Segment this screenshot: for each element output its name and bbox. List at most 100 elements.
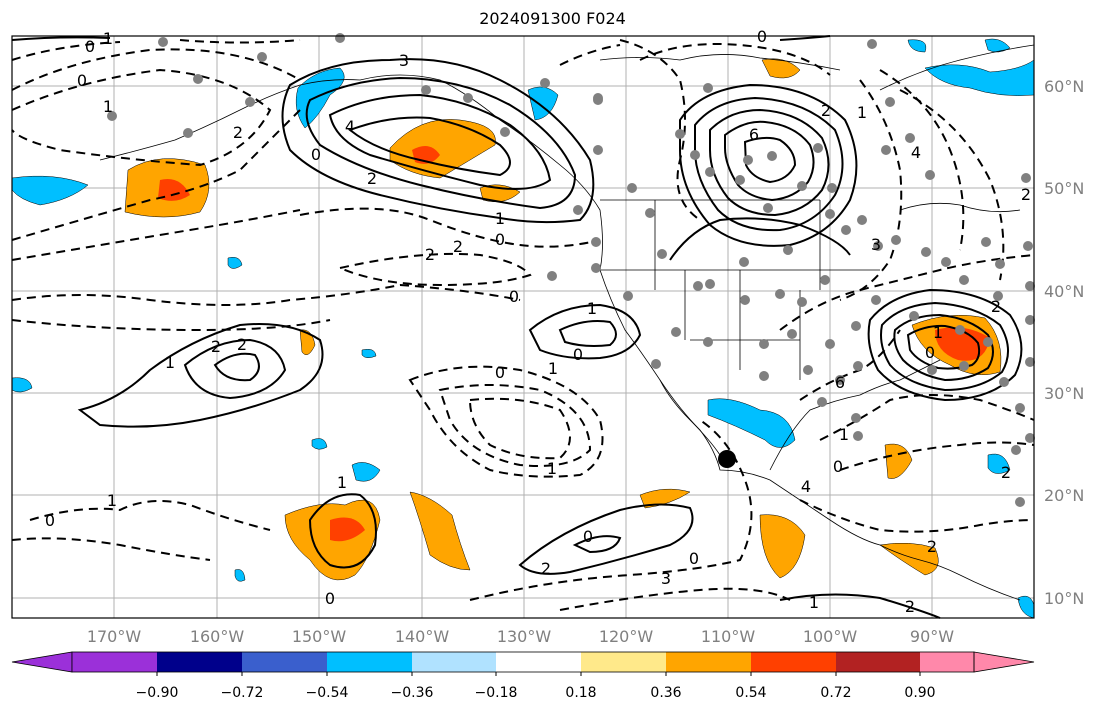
lon-tick-label: 100°W (803, 627, 858, 646)
colorbar-tick-label: −0.90 (136, 685, 179, 701)
lat-tick-label: 50°N (1044, 179, 1084, 198)
colorbar-outline (71, 651, 975, 673)
contour-label: 2 (233, 123, 243, 142)
contour-label: 0 (583, 527, 593, 546)
colorbar-segment (666, 652, 751, 672)
cool-area (361, 349, 377, 358)
highlight-point-marker (718, 450, 736, 468)
map-area (12, 36, 1034, 618)
cool-area (707, 398, 796, 448)
lon-tick-label: 140°W (395, 627, 450, 646)
colorbar-segment (327, 652, 412, 672)
contour-label: 4 (801, 477, 811, 496)
contour-label: 1 (857, 103, 867, 122)
longitude-axis: 170°W 160°W 150°W 140°W 130°W 120°W 110°… (87, 627, 954, 646)
lon-tick-label: 160°W (190, 627, 245, 646)
negative-contours (11, 39, 1035, 611)
contour-label: 0 (77, 71, 87, 90)
contour-label: 0 (311, 145, 321, 164)
contour-label: 1 (548, 359, 558, 378)
colorbar-segment (751, 652, 836, 672)
contour-label: 6 (749, 125, 759, 144)
lon-tick-label: 110°W (701, 627, 756, 646)
contour-label: 0 (833, 457, 843, 476)
colorbar-segment (920, 652, 974, 672)
contour-label: 2 (821, 101, 831, 120)
colorbar-segment (72, 652, 157, 672)
contour-label: 2 (1021, 185, 1031, 204)
coastlines (99, 44, 1035, 601)
contour-label: 0 (495, 363, 505, 382)
contour-label: 2 (453, 237, 463, 256)
colorbar-extension-high (973, 651, 1035, 673)
colorbar-segment (412, 652, 496, 672)
contour-label: 0 (45, 511, 55, 530)
contour-label: 1 (495, 209, 505, 228)
cool-area (987, 453, 1011, 474)
colorbar-segment (242, 652, 327, 672)
hot-core (158, 179, 190, 201)
contour-label: 2 (425, 245, 435, 264)
contour-label: 0 (325, 589, 335, 608)
lon-tick-label: 90°W (910, 627, 954, 646)
cool-area (11, 175, 89, 206)
cool-area (227, 257, 243, 269)
contour-label: 1 (839, 425, 849, 444)
colorbar-tick-label: 0.54 (735, 685, 766, 701)
colorbar-tick-label: 0.72 (820, 685, 851, 701)
hot-core (935, 327, 990, 361)
contour-label: 4 (911, 143, 921, 162)
colorbar-tick-label: −0.54 (306, 685, 349, 701)
warm-area (389, 119, 496, 179)
warm-area (759, 514, 806, 579)
latitude-axis: 60°N 50°N 40°N 30°N 20°N 10°N (1044, 77, 1084, 608)
cool-area (984, 38, 1011, 53)
contour-label: 2 (541, 559, 551, 578)
colorbar-tick-label: −0.72 (221, 685, 264, 701)
cool-area (234, 569, 246, 582)
contour-label: 0 (509, 287, 519, 306)
contour-label: 1 (165, 353, 175, 372)
contour-label: 1 (103, 97, 113, 116)
contour-label: 2 (1001, 463, 1011, 482)
cool-area (527, 86, 559, 121)
contour-label: 1 (809, 593, 819, 612)
contour-label: 3 (661, 569, 671, 588)
lat-tick-label: 40°N (1044, 282, 1084, 301)
cool-area (311, 438, 328, 450)
lon-tick-label: 120°W (599, 627, 654, 646)
contour-label: 2 (991, 297, 1001, 316)
lon-tick-label: 170°W (87, 627, 142, 646)
contour-label: 1 (933, 323, 943, 342)
station-markers (107, 33, 1035, 507)
hot-core (330, 517, 365, 542)
contour-label: 1 (107, 491, 117, 510)
warm-area (761, 58, 801, 79)
colorbar-segment (496, 652, 581, 672)
cool-area (11, 377, 33, 393)
contour-label: 1 (547, 459, 557, 478)
contour-label: 2 (927, 537, 937, 556)
contour-label: 1 (103, 29, 113, 48)
lat-tick-label: 30°N (1044, 384, 1084, 403)
contour-label: 0 (925, 343, 935, 362)
lon-tick-label: 150°W (292, 627, 347, 646)
colorbar-tick-label: −0.18 (475, 685, 518, 701)
lat-tick-label: 10°N (1044, 589, 1084, 608)
colorbar-tick-label: 0.36 (650, 685, 681, 701)
lat-tick-label: 20°N (1044, 486, 1084, 505)
cool-area (351, 462, 381, 482)
contour-label: 4 (345, 117, 355, 136)
colorbar-tick-label: −0.36 (391, 685, 434, 701)
colorbar-segment (836, 652, 920, 672)
warm-area (409, 491, 471, 571)
colorbar: −0.90 −0.72 −0.54 −0.36 −0.18 0.18 0.36 0.54 0.7… (11, 651, 1035, 701)
colorbar-tick-label: 0.18 (565, 685, 596, 701)
contour-label: 0 (85, 37, 95, 56)
map-title: 2024091300 F024 (479, 9, 626, 28)
positive-contours (11, 35, 1023, 619)
lat-tick-label: 60°N (1044, 77, 1084, 96)
map-frame (11, 35, 1035, 619)
